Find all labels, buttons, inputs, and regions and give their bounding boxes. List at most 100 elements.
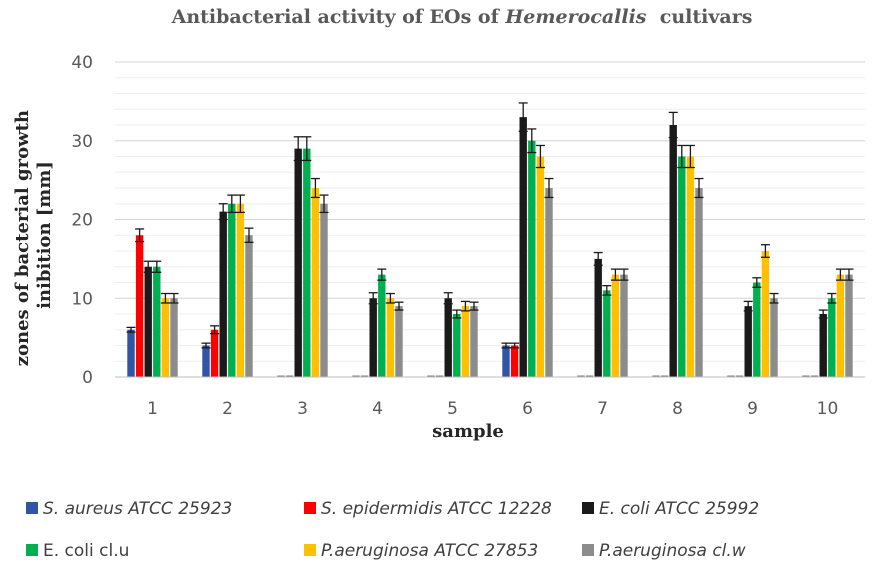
y-tick-label: 30 — [71, 132, 93, 152]
error-bars — [126, 102, 854, 349]
legend-label: P.aeruginosa ATCC 27853 — [321, 541, 538, 561]
error-bar — [218, 203, 228, 221]
error-bar — [235, 194, 245, 214]
bar — [519, 117, 527, 377]
error-bar — [752, 277, 762, 288]
bar — [311, 188, 320, 377]
y-tick-labels: 0 10 20 30 40 — [71, 53, 93, 388]
error-bar — [210, 325, 220, 335]
error-bar — [602, 284, 612, 296]
bar — [435, 375, 444, 377]
error-bar — [501, 342, 511, 349]
error-bar — [677, 144, 687, 169]
x-tick-label: 8 — [672, 399, 683, 419]
error-bar — [593, 251, 603, 266]
error-bar — [760, 244, 770, 258]
legend-swatch — [304, 502, 316, 514]
legend-item: E. coli cl.u — [26, 541, 129, 561]
bar — [802, 375, 810, 377]
bar — [170, 298, 178, 377]
bar — [360, 375, 369, 377]
bar — [427, 375, 435, 377]
bar — [135, 235, 144, 377]
bar — [395, 306, 403, 377]
x-tick-label: 3 — [297, 399, 308, 419]
bar — [461, 306, 470, 377]
error-bar — [527, 128, 537, 154]
bar — [528, 140, 536, 377]
bar — [828, 298, 836, 377]
bar — [770, 298, 778, 377]
x-tick-label: 6 — [522, 399, 533, 419]
error-bar — [844, 268, 854, 281]
bar — [202, 345, 210, 377]
bar — [660, 375, 669, 377]
error-bar — [385, 292, 395, 304]
error-bar — [685, 144, 695, 169]
y-tick-label: 40 — [71, 53, 93, 73]
error-bar — [293, 136, 303, 162]
x-tick-label: 9 — [747, 399, 758, 419]
bar — [236, 203, 245, 377]
bar — [611, 274, 620, 377]
error-bar — [169, 292, 179, 304]
legend-item: S. epidermidis ATCC 12228 — [304, 499, 552, 519]
error-bar — [469, 301, 479, 311]
error-bar — [143, 260, 153, 273]
y-tick-label: 0 — [82, 368, 93, 388]
bar — [669, 125, 677, 377]
y-axis-title-line-2: inibition [mm] — [34, 161, 55, 309]
bar — [470, 306, 478, 377]
error-bar — [319, 194, 329, 214]
bar — [228, 203, 236, 377]
x-tick-label: 2 — [222, 399, 233, 419]
bar — [453, 314, 461, 377]
error-bar — [135, 228, 145, 243]
legend-item: P.aeruginosa ATCC 27853 — [304, 541, 538, 561]
error-bar — [510, 342, 520, 349]
bar — [753, 282, 761, 377]
bar — [810, 375, 819, 377]
chart-title: Antibacterial activity of EOs of Hemeroc… — [171, 6, 753, 28]
legend-label: S. epidermidis ATCC 12228 — [321, 499, 552, 519]
bar — [652, 375, 660, 377]
bar — [819, 314, 827, 377]
legend-label: P.aeruginosa cl.w — [599, 541, 746, 561]
error-bar — [610, 268, 620, 281]
legend-label: E. coli ATCC 25992 — [599, 499, 759, 519]
bar — [735, 375, 744, 377]
error-bar — [160, 292, 170, 304]
x-tick-label: 10 — [817, 399, 839, 419]
bar — [245, 235, 253, 377]
y-tick-label: 20 — [71, 211, 93, 231]
bar — [127, 329, 135, 377]
error-bar — [368, 292, 378, 305]
legend-swatch — [582, 502, 594, 514]
bar — [577, 375, 585, 377]
chart-title-suffix: cultivars — [647, 6, 753, 28]
bar — [603, 290, 611, 377]
bar — [378, 274, 386, 377]
error-bar — [835, 268, 845, 281]
legend-label: E. coli cl.u — [43, 541, 129, 561]
error-bar — [394, 301, 404, 311]
bar — [536, 156, 545, 377]
legend-swatch — [26, 544, 38, 556]
x-tick-label: 1 — [147, 399, 158, 419]
error-bar — [460, 300, 470, 312]
error-bar — [769, 292, 779, 304]
bar — [386, 298, 395, 377]
legend-item: E. coli ATCC 25992 — [582, 499, 759, 519]
bar — [510, 345, 519, 377]
x-tick-label: 4 — [372, 399, 383, 419]
bar — [545, 188, 553, 377]
x-tick-labels: 1 2 3 4 5 6 7 8 9 10 — [147, 399, 838, 419]
bar — [444, 298, 452, 377]
x-tick-label: 7 — [597, 399, 608, 419]
error-bar — [452, 309, 462, 319]
error-bar — [544, 177, 554, 199]
error-bar — [443, 292, 453, 305]
bars — [127, 117, 853, 377]
legend-item: P.aeruginosa cl.w — [582, 541, 746, 561]
bar — [369, 298, 377, 377]
